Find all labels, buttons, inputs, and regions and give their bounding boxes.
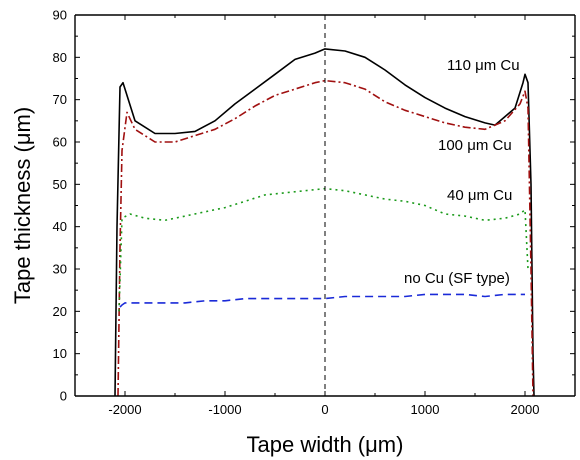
y-tick-label: 50: [53, 177, 67, 192]
series-line-2: [118, 187, 529, 312]
series-line-1: [117, 79, 534, 397]
x-tick-label: -2000: [108, 402, 141, 417]
x-tick-label: 0: [321, 402, 328, 417]
axes: 0 10 20 30 40 50 60 70 80 90 -2000 -1000 0 1000 2000: [53, 8, 576, 417]
y-tick-label: 20: [53, 304, 67, 319]
series-line-0: [114, 48, 535, 397]
y-axis-title: Tape thickness (μm): [10, 107, 35, 304]
y-tick-label: 80: [53, 50, 67, 65]
series-label-1: 100 μm Cu: [438, 137, 512, 154]
y-tick-label: 30: [53, 262, 67, 277]
y-tick-label: 10: [53, 346, 67, 361]
y-tick-label: 70: [53, 92, 67, 107]
x-tick-label: 2000: [511, 402, 540, 417]
y-tick-label: 0: [60, 389, 67, 404]
x-tick-label: -1000: [208, 402, 241, 417]
y-tick-label: 60: [53, 135, 67, 150]
y-tick-label: 90: [53, 8, 67, 23]
x-axis-title: Tape width (μm): [247, 432, 404, 457]
plot-area: 110 μm Cu 100 μm Cu 40 μm Cu no Cu (SF type…: [114, 48, 535, 397]
x-tick-label: 1000: [411, 402, 440, 417]
series-label-2: 40 μm Cu: [447, 187, 512, 204]
series-label-3: no Cu (SF type): [404, 270, 510, 287]
series-line-3: [119, 293, 525, 308]
series-label-0: 110 μm Cu: [447, 57, 520, 74]
y-tick-label: 40: [53, 219, 67, 234]
